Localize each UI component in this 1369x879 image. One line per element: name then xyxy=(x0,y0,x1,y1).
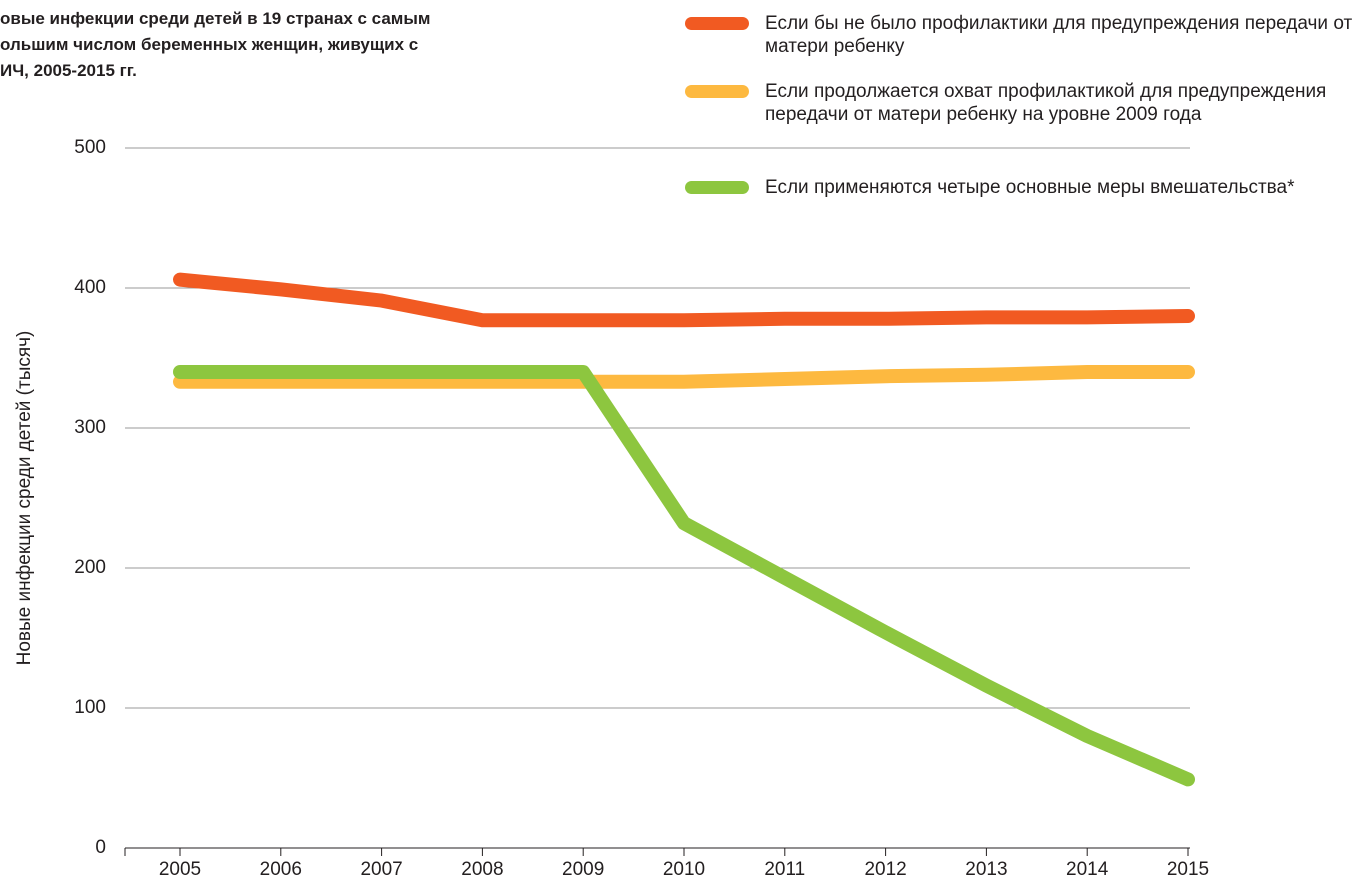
y-tick-label: 500 xyxy=(74,137,106,158)
title-line: ольшим числом беременных женщин, живущих… xyxy=(0,35,419,54)
x-tick-label: 2009 xyxy=(562,859,604,879)
x-tick-label: 2007 xyxy=(360,859,402,879)
y-tick-label: 200 xyxy=(74,557,106,578)
title-line: овые инфекции среди детей в 19 странах с… xyxy=(0,9,431,28)
x-tick-label: 2013 xyxy=(965,859,1007,879)
series-line xyxy=(173,365,1195,787)
legend-swatch xyxy=(685,85,749,98)
legend-label: Если бы не было профилактики для предупр… xyxy=(765,13,1353,57)
legend-label: Если применяются четыре основные меры вм… xyxy=(765,177,1295,198)
series-line xyxy=(173,272,1195,328)
y-tick-label: 0 xyxy=(95,837,106,858)
x-tick-label: 2005 xyxy=(159,859,201,879)
y-tick-label: 400 xyxy=(74,277,106,298)
legend-swatch xyxy=(685,17,749,30)
legend-label: Если продолжается охват профилактикой дл… xyxy=(765,81,1327,125)
x-tick-label: 2006 xyxy=(260,859,302,879)
legend-swatch xyxy=(685,181,749,194)
y-tick-label: 100 xyxy=(74,697,106,718)
series-line xyxy=(173,365,1195,389)
title-line: ИЧ, 2005-2015 гг. xyxy=(0,61,137,80)
y-tick-label: 300 xyxy=(74,417,106,438)
chart-title: овые инфекции среди детей в 19 странах с… xyxy=(0,6,430,84)
y-axis-label: Новые инфекции среди детей (тысяч) xyxy=(14,331,35,666)
x-tick-label: 2011 xyxy=(764,859,805,879)
x-tick-label: 2008 xyxy=(461,859,503,879)
x-tick-label: 2014 xyxy=(1066,859,1109,879)
x-tick-label: 2012 xyxy=(864,859,906,879)
x-tick-label: 2015 xyxy=(1167,859,1209,879)
x-tick-label: 2010 xyxy=(663,859,705,879)
